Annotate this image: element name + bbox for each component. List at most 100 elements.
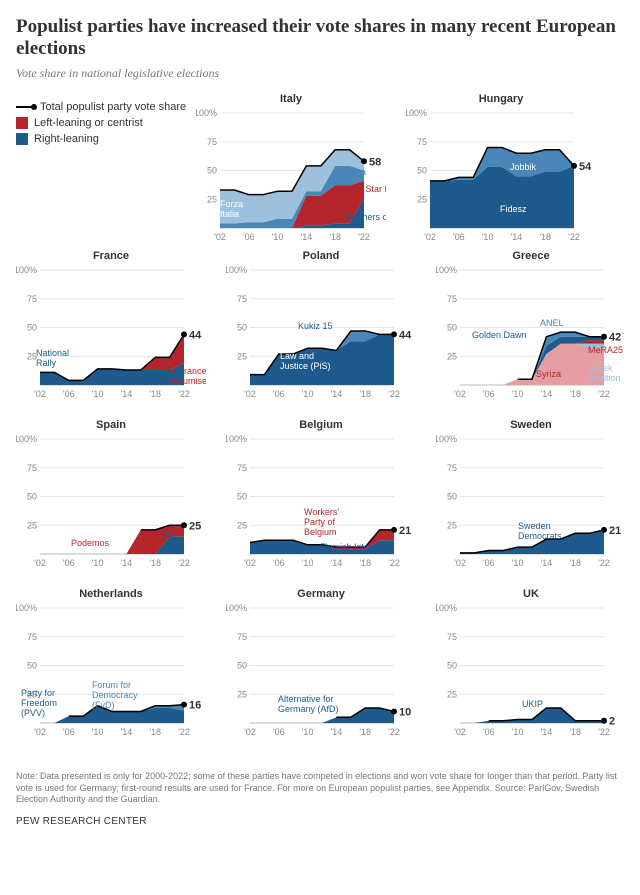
panel-title: Germany (226, 588, 416, 600)
svg-text:'06: '06 (483, 558, 495, 568)
panel-netherlands: Netherlands255075100%'02'06'10'14'18'221… (16, 588, 206, 737)
svg-text:2: 2 (609, 716, 615, 728)
party-label: Forza (220, 199, 243, 209)
series-area (250, 334, 394, 385)
svg-text:'18: '18 (539, 232, 551, 242)
svg-text:'02: '02 (454, 727, 466, 737)
svg-text:'02: '02 (244, 727, 256, 737)
svg-text:44: 44 (399, 329, 412, 341)
svg-text:100%: 100% (436, 603, 457, 613)
svg-text:100%: 100% (436, 434, 457, 444)
svg-text:50: 50 (237, 661, 247, 671)
svg-text:75: 75 (417, 137, 427, 147)
panel-greece: Greece255075100%'02'06'10'14'18'2242Syri… (436, 250, 626, 399)
svg-text:50: 50 (27, 492, 37, 502)
panel-title: Sweden (436, 419, 626, 431)
svg-text:'22: '22 (598, 558, 610, 568)
party-label: Alternative for (278, 694, 334, 704)
svg-text:75: 75 (237, 463, 247, 473)
party-label: La France (166, 366, 206, 376)
svg-text:25: 25 (207, 194, 217, 204)
party-label: Brothers of Italy (346, 212, 386, 222)
svg-text:'22: '22 (598, 389, 610, 399)
party-label: Party of (304, 517, 336, 527)
svg-text:25: 25 (237, 351, 247, 361)
svg-text:'14: '14 (121, 727, 133, 737)
party-label: Insoumise (166, 376, 206, 386)
svg-text:'10: '10 (92, 727, 104, 737)
svg-text:100%: 100% (16, 603, 37, 613)
svg-text:50: 50 (447, 661, 457, 671)
legend-left: Left-leaning or centrist (16, 117, 196, 129)
svg-text:'22: '22 (568, 232, 580, 242)
svg-text:'18: '18 (149, 558, 161, 568)
area-chart: 255075100%'02'06'10'14'18'2254FideszJobb… (406, 107, 596, 242)
party-label: Democrats (518, 531, 562, 541)
area-chart: 255075100%'02'06'10'14'18'2221SwedenDemo… (436, 433, 626, 568)
party-label: Forum for (92, 680, 131, 690)
svg-text:25: 25 (447, 351, 457, 361)
party-label: Party for (21, 688, 55, 698)
svg-text:100%: 100% (16, 265, 37, 275)
svg-text:50: 50 (237, 492, 247, 502)
svg-text:25: 25 (237, 689, 247, 699)
svg-text:'22: '22 (358, 232, 370, 242)
chart-title: Populist parties have increased their vo… (16, 16, 624, 60)
svg-text:100%: 100% (406, 108, 427, 118)
svg-text:'10: '10 (302, 389, 314, 399)
svg-text:'14: '14 (121, 389, 133, 399)
svg-text:50: 50 (207, 166, 217, 176)
party-label: MeRA25 (588, 345, 623, 355)
svg-text:50: 50 (447, 492, 457, 502)
svg-text:'02: '02 (424, 232, 436, 242)
svg-text:25: 25 (27, 520, 37, 530)
panel-title: Poland (226, 250, 416, 262)
svg-text:'14: '14 (511, 232, 523, 242)
svg-text:'06: '06 (483, 727, 495, 737)
area-chart: 255075100%'02'06'10'14'18'2216Party forF… (16, 602, 206, 737)
legend-right-label: Right-leaning (34, 133, 99, 145)
svg-text:75: 75 (447, 294, 457, 304)
svg-text:75: 75 (237, 632, 247, 642)
swatch-icon (16, 133, 28, 145)
party-label: Solution (588, 373, 621, 383)
svg-text:50: 50 (27, 323, 37, 333)
top-row: Total populist party vote share Left-lea… (16, 93, 624, 242)
party-label: Podemos (71, 538, 110, 548)
svg-text:16: 16 (189, 700, 201, 712)
svg-text:'22: '22 (388, 727, 400, 737)
top-panels: Italy255075100%'02'06'10'14'18'2258Broth… (196, 93, 596, 242)
svg-text:'18: '18 (329, 232, 341, 242)
legend-total: Total populist party vote share (16, 101, 196, 113)
svg-text:21: 21 (399, 525, 411, 537)
legend-right: Right-leaning (16, 133, 196, 145)
party-label: Law and (280, 351, 314, 361)
party-label: Italia (220, 209, 239, 219)
party-label: Rally (36, 358, 57, 368)
svg-text:'18: '18 (359, 558, 371, 568)
svg-text:'02: '02 (244, 558, 256, 568)
svg-text:'18: '18 (569, 389, 581, 399)
svg-text:'02: '02 (454, 558, 466, 568)
svg-text:'14: '14 (331, 727, 343, 737)
svg-text:'02: '02 (454, 389, 466, 399)
svg-text:'18: '18 (149, 727, 161, 737)
svg-text:75: 75 (237, 294, 247, 304)
party-label: Workers' (304, 507, 339, 517)
party-label: UKIP (522, 699, 543, 709)
svg-text:10: 10 (399, 707, 411, 719)
svg-text:'22: '22 (598, 727, 610, 737)
svg-text:'10: '10 (92, 389, 104, 399)
party-label: Justice (PiS) (280, 361, 331, 371)
party-label: Lega (346, 167, 366, 177)
panel-title: Greece (436, 250, 626, 262)
footnote: Note: Data presented is only for 2000-20… (16, 771, 624, 806)
svg-text:75: 75 (447, 463, 457, 473)
svg-text:'02: '02 (34, 727, 46, 737)
party-label: Syriza (536, 369, 561, 379)
svg-text:'18: '18 (149, 389, 161, 399)
svg-text:'10: '10 (302, 558, 314, 568)
party-label: Freedom (21, 698, 57, 708)
party-label: Greek (588, 363, 613, 373)
svg-text:100%: 100% (16, 434, 37, 444)
